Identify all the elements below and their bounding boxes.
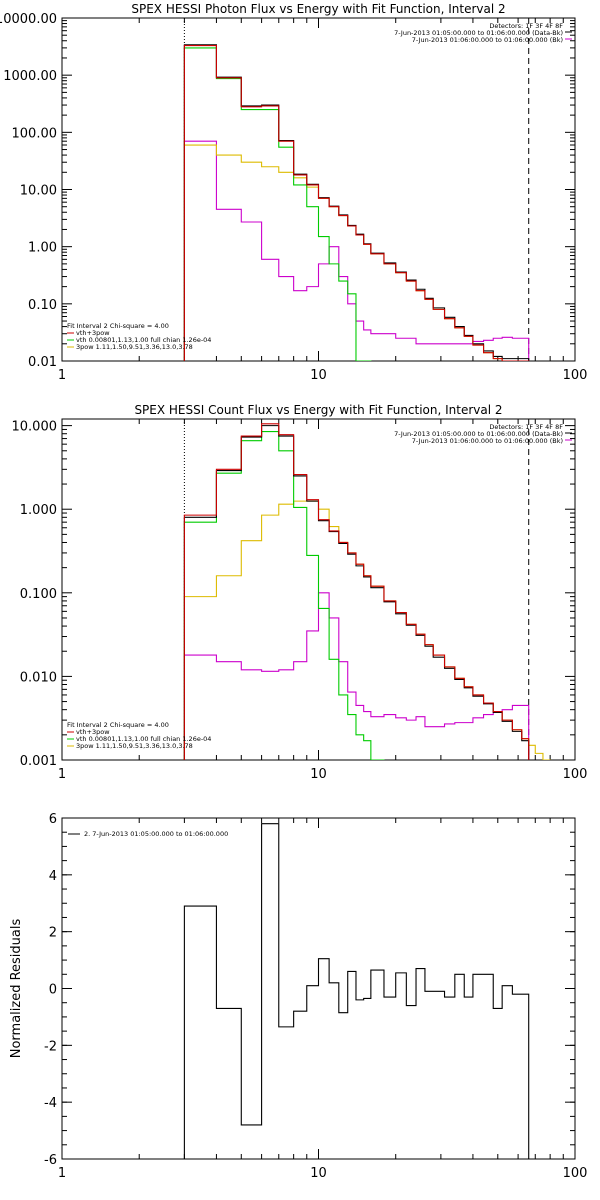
x-axis: 1 10 100 xyxy=(58,818,588,1181)
legend-entry: 3pow 1.11,1.50,9.51,3.36,13.0,3.78 xyxy=(76,742,193,750)
plot-area xyxy=(183,823,530,1159)
y-tick-label: 1000.00 xyxy=(3,69,57,84)
plot-area xyxy=(183,419,551,760)
y-tick-label: -6 xyxy=(44,1153,57,1168)
y-axis: 0.01 0.10 1.00 10.00 100.00 1000.00 10000.00 xyxy=(0,12,575,370)
y-tick-label: 0.100 xyxy=(20,587,57,602)
info-line: 7-Jun-2013 01:05:00.000 to 01:06:00.000 … xyxy=(394,430,563,438)
y-tick-label: 1.00 xyxy=(28,241,57,256)
y-tick-label: 0.10 xyxy=(28,298,57,313)
x-tick-label: 1 xyxy=(58,1166,66,1181)
x-tick-label: 10 xyxy=(310,368,327,383)
plot-frame xyxy=(61,817,576,1160)
x-tick-label: 100 xyxy=(563,368,588,383)
x-tick-label: 1 xyxy=(58,767,66,782)
x-axis: 1 10 100 xyxy=(58,419,588,782)
legend-entry: 3pow 1.11,1.50,9.51,3.36,13.0,3.78 xyxy=(76,343,193,351)
series-vth_3pow xyxy=(183,44,530,361)
fit-label: Fit Interval 2 Chi-square = 4.00 xyxy=(67,721,169,729)
panel-3: 1 10 100 -6 -4 -2 0 2 4 6 Normalized Residuals 2. 7… xyxy=(9,812,587,1181)
y-tick-label: 1.000 xyxy=(20,503,57,518)
y-tick-label: 10.00 xyxy=(20,184,57,199)
legend-entry: 2. 7-Jun-2013 01:05:00.000 to 01:06:00.0… xyxy=(84,830,228,838)
x-tick-label: 100 xyxy=(563,767,588,782)
y-tick-label: 6 xyxy=(49,812,57,827)
series-bk xyxy=(183,140,530,361)
fit-label: Fit Interval 2 Chi-square = 4.00 xyxy=(67,322,169,330)
y-tick-label: 100.00 xyxy=(12,126,58,141)
info-line: 7-Jun-2013 01:06:00.000 to 01:06:00.000 … xyxy=(412,437,563,445)
y-tick-label: 2 xyxy=(49,926,57,941)
legend-entry: vth+3pow xyxy=(76,728,110,736)
info-line: 7-Jun-2013 01:05:00.000 to 01:06:00.000 … xyxy=(394,29,563,37)
info-line: Detectors: 1F 3F 4F 8F xyxy=(489,423,563,431)
series-vth_3pow xyxy=(183,423,530,760)
series-three_pow xyxy=(183,144,530,361)
y-tick-label: 10.000 xyxy=(12,420,58,435)
series-total xyxy=(183,425,530,760)
y-tick-label: 4 xyxy=(49,869,57,884)
y-tick-label: 0.010 xyxy=(20,670,57,685)
x-tick-label: 1 xyxy=(58,368,66,383)
panel-1: SPEX HESSI Photon Flux vs Energy with Fi… xyxy=(0,2,587,383)
plot-area xyxy=(183,18,530,361)
info-line: 7-Jun-2013 01:06:00.000 to 01:06:00.000 … xyxy=(412,36,563,44)
series-three_pow xyxy=(183,500,551,760)
x-tick-label: 10 xyxy=(310,1166,327,1181)
y-axis: 0.001 0.010 0.100 1.000 10.000 xyxy=(12,420,575,769)
x-tick-label: 10 xyxy=(310,767,327,782)
series-total xyxy=(183,823,530,1159)
legend-entry: vth 0.00801,1.13,1.00 full chian 1.26e-0… xyxy=(76,336,211,344)
chart-title: SPEX HESSI Photon Flux vs Energy with Fi… xyxy=(131,2,505,16)
panel-2: SPEX HESSI Count Flux vs Energy with Fit… xyxy=(12,403,588,782)
legend-entry: vth+3pow xyxy=(76,329,110,337)
y-tick-label: 0.001 xyxy=(20,754,57,769)
info-line: Detectors: 1F 3F 4F 8F xyxy=(489,22,563,30)
y-tick-label: 0.01 xyxy=(28,355,57,370)
series-total xyxy=(183,44,530,361)
legend-entry: vth 0.00801,1.13,1.00 full chian 1.26e-0… xyxy=(76,735,211,743)
y-tick-label: 10000.00 xyxy=(0,12,57,27)
y-tick-label: -2 xyxy=(44,1039,57,1054)
y-tick-label: 0 xyxy=(49,983,57,998)
chart-title: SPEX HESSI Count Flux vs Energy with Fit… xyxy=(134,403,502,417)
y-tick-label: -4 xyxy=(44,1096,57,1111)
y-axis-label: Normalized Residuals xyxy=(9,919,24,1059)
x-tick-label: 100 xyxy=(563,1166,588,1181)
y-axis: -6 -4 -2 0 2 4 6 xyxy=(44,812,575,1168)
series-vth xyxy=(183,47,372,361)
x-axis: 1 10 100 xyxy=(58,18,588,383)
series-bk xyxy=(183,592,530,760)
